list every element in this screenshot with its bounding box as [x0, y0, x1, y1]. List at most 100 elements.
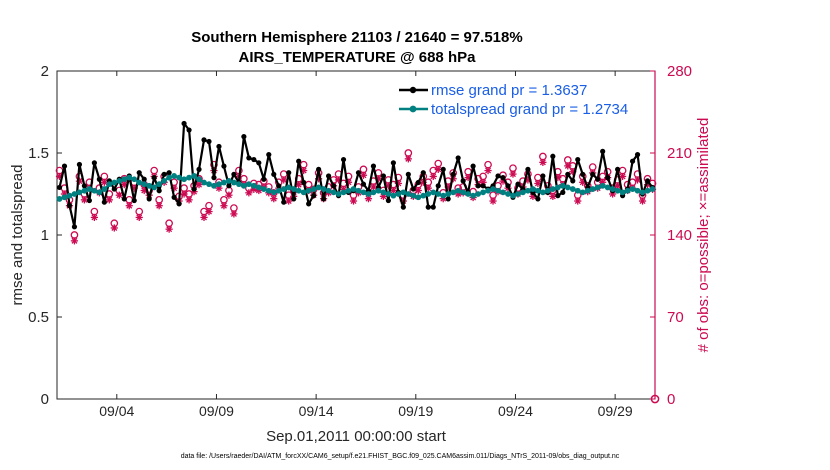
rmse-point: [380, 173, 387, 179]
y-tick-label-right: 280: [667, 63, 692, 80]
totalspread-point: [176, 174, 182, 181]
rmse-point: [550, 153, 556, 159]
obs-assimilated-point: [574, 197, 582, 205]
totalspread-point: [111, 179, 118, 186]
rmse-point: [555, 193, 561, 199]
obs-assimilated-point: [280, 176, 288, 184]
totalspread-point: [415, 194, 422, 201]
totalspread-point: [310, 186, 317, 192]
obs-assimilated-point: [369, 183, 378, 191]
totalspread-point: [649, 186, 656, 192]
rmse-point: [181, 120, 187, 127]
totalspread-point: [116, 177, 123, 184]
rmse-point: [540, 173, 546, 179]
rmse-point: [430, 204, 436, 210]
rmse-point: [151, 175, 157, 181]
totalspread-point: [375, 187, 382, 194]
series-layer: [56, 120, 656, 230]
obs-assimilated-point: [270, 195, 278, 203]
rmse-point: [455, 155, 461, 161]
rmse-point: [136, 170, 142, 176]
rmse-point: [370, 163, 377, 169]
totalspread-point: [231, 179, 237, 186]
totalspread-point: [206, 181, 212, 188]
totalspread-point: [490, 186, 496, 192]
obs-assimilated-point: [349, 197, 358, 205]
rmse-point: [186, 127, 192, 133]
totalspread-point: [300, 189, 307, 196]
rmse-point: [390, 160, 396, 166]
obs-assimilated-point: [125, 202, 133, 210]
totalspread-point: [216, 181, 222, 188]
obs-assimilated-point: [509, 170, 517, 178]
totalspread-point: [245, 181, 252, 188]
rmse-point: [176, 201, 182, 207]
x-tick-label: 09/09: [199, 403, 234, 419]
totalspread-point: [410, 192, 417, 199]
totalspread-point: [71, 191, 78, 197]
totalspread-point: [604, 184, 611, 191]
rmse-point: [495, 173, 501, 179]
obs-assimilated-point: [245, 189, 253, 197]
rmse-point: [276, 183, 282, 189]
totalspread-point: [86, 186, 93, 192]
y-axis-label-left: rmse and totalspread: [9, 165, 26, 306]
obs-end-marker: [650, 394, 660, 404]
totalspread-point: [226, 177, 232, 184]
y-tick-label-right: 0: [667, 391, 675, 408]
rmse-point: [166, 170, 172, 176]
totalspread-point: [455, 187, 462, 194]
obs-assimilated-point: [404, 155, 412, 163]
totalspread-point: [440, 192, 447, 199]
totalspread-point: [520, 189, 526, 196]
y-tick-label-left: 1.5: [28, 145, 49, 162]
x-tick-label: 09/19: [398, 403, 433, 419]
totalspread-point: [515, 191, 521, 197]
rmse-point: [590, 171, 596, 177]
x-tick-label: 09/04: [99, 403, 134, 419]
rmse-point: [575, 156, 581, 163]
rmse-point: [385, 197, 391, 204]
rmse-point: [515, 181, 521, 187]
totalspread-point: [255, 184, 262, 191]
axes-ticks: 0 0.5 1 1.5 2 0 70 140 210 280 09/04 09/09 09/14 09/1…: [28, 63, 692, 419]
rmse-point: [61, 163, 68, 169]
data-file-footnote: data file: /Users/raeder/DAI/ATM_forcXX/…: [181, 453, 620, 460]
totalspread-point: [221, 179, 227, 186]
totalspread-point: [56, 196, 63, 202]
totalspread-point: [405, 191, 412, 197]
rmse-point: [321, 196, 327, 202]
y-tick-label-left: 2: [41, 63, 49, 80]
legend-spread-label: totalspread grand pr = 1.2734: [431, 101, 628, 118]
rmse-point: [311, 193, 317, 199]
rmse-point: [629, 158, 636, 164]
obs-assimilated-point: [180, 190, 188, 198]
totalspread-point: [355, 187, 362, 194]
rmse-point: [535, 196, 541, 202]
rmse-point: [66, 202, 73, 209]
legend-rmse-label: rmse grand pr = 1.3637: [431, 82, 587, 99]
totalspread-point: [435, 191, 442, 197]
totalspread-point: [186, 174, 192, 181]
obs-assimilated-point: [414, 186, 422, 195]
x-tick-label: 09/24: [498, 403, 533, 419]
obs-assimilated-point: [638, 197, 647, 205]
totalspread-point: [425, 191, 432, 197]
totalspread-point: [539, 189, 546, 196]
rmse-point: [600, 148, 606, 154]
totalspread-point: [325, 187, 332, 194]
rmse-point: [410, 186, 416, 192]
totalspread-point: [295, 187, 302, 194]
rmse-point: [206, 138, 212, 145]
totalspread-point: [280, 186, 287, 192]
rmse-point: [340, 156, 347, 163]
totalspread-point: [250, 182, 257, 189]
totalspread-point: [510, 192, 516, 199]
rmse-point: [286, 170, 292, 176]
totalspread-point: [465, 191, 472, 197]
rmse-point: [296, 158, 302, 164]
totalspread-point: [525, 187, 531, 194]
totalspread-point: [569, 186, 576, 192]
totalspread-point: [106, 181, 113, 188]
